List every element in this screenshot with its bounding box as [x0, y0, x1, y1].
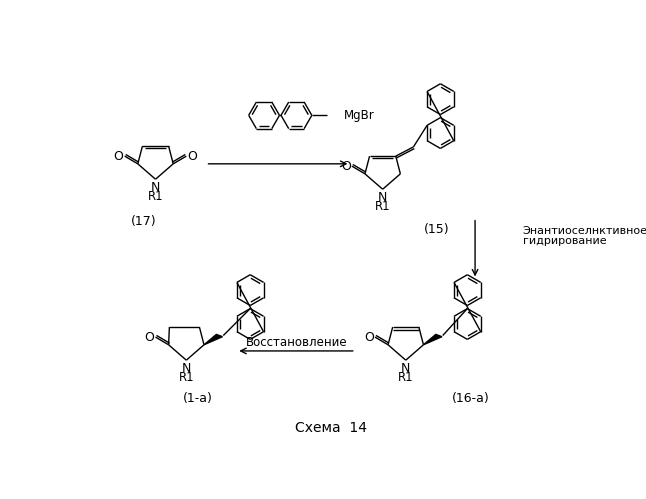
Text: Схема  14: Схема 14: [295, 421, 367, 435]
Text: (16-a): (16-a): [452, 392, 490, 405]
Text: O: O: [364, 330, 374, 344]
Text: R1: R1: [178, 371, 194, 384]
Text: (1-a): (1-a): [183, 392, 213, 405]
Polygon shape: [204, 334, 222, 345]
Text: (15): (15): [424, 223, 450, 236]
Text: O: O: [114, 150, 123, 163]
Text: MgBr: MgBr: [344, 109, 375, 122]
Text: N: N: [378, 191, 388, 204]
Text: O: O: [187, 150, 198, 163]
Text: N: N: [151, 181, 160, 194]
Text: O: O: [341, 160, 351, 173]
Text: (17): (17): [131, 215, 157, 228]
Text: R1: R1: [148, 191, 163, 204]
Text: N: N: [182, 362, 191, 375]
Polygon shape: [424, 334, 442, 345]
Text: R1: R1: [398, 371, 413, 384]
Text: Энантиоселнктивное: Энантиоселнктивное: [523, 226, 646, 236]
Text: Восстановление: Восстановление: [245, 336, 348, 349]
Text: O: O: [145, 330, 154, 344]
Text: N: N: [401, 362, 410, 375]
Text: гидрирование: гидрирование: [523, 236, 607, 246]
Text: R1: R1: [375, 201, 390, 214]
